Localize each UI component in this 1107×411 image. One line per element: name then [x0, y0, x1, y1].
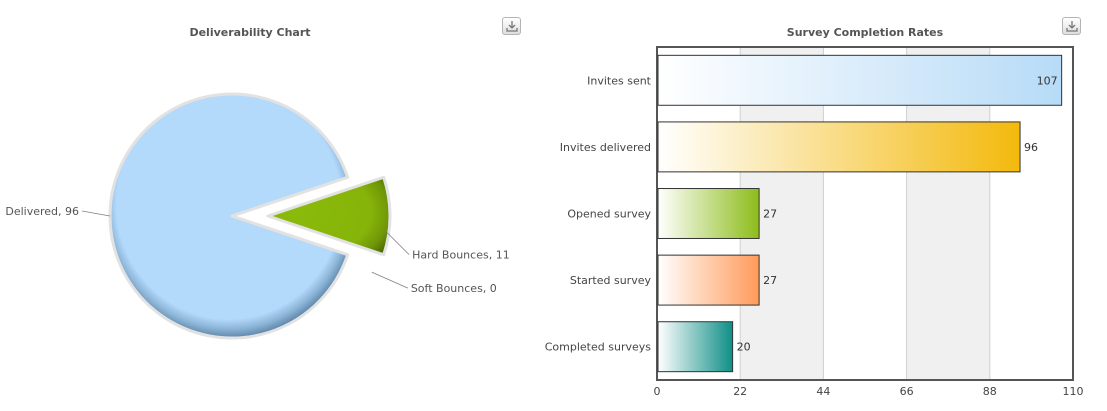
value-label: 107: [1037, 74, 1058, 87]
pie-label-connector: [81, 210, 111, 217]
survey-completion-chart-panel: Survey Completion Rates Invites sent Invi…: [530, 0, 1107, 411]
pie-slice-hard-bounces[interactable]: [266, 175, 392, 257]
value-label: 96: [1024, 141, 1038, 154]
category-label: Completed surveys: [545, 341, 652, 354]
pie-label-delivered: Delivered, 96: [5, 205, 79, 218]
bar-invites-delivered[interactable]: [657, 121, 1021, 173]
pie-chart: Delivered, 96 Hard Bounces, 11 Soft Bounce…: [5, 92, 510, 340]
bar-chart: Invites sent Invites delivered Opened surv…: [545, 46, 1084, 398]
value-label: 27: [763, 208, 777, 221]
bar-invites-sent[interactable]: [657, 54, 1063, 106]
plot-border: [656, 46, 1074, 381]
download-icon: [1066, 21, 1078, 32]
export-button[interactable]: [1062, 17, 1081, 35]
bar-opened-survey[interactable]: [657, 188, 760, 239]
bar-completed-surveys[interactable]: [657, 321, 734, 373]
category-label: Invites sent: [587, 74, 652, 87]
x-tick-label: 0: [654, 385, 661, 398]
value-label: 20: [737, 341, 751, 354]
x-tick-label: 44: [816, 385, 830, 398]
category-label: Opened survey: [567, 208, 651, 221]
pie-label-hard-bounces: Hard Bounces, 11: [412, 249, 510, 262]
category-label: Invites delivered: [560, 141, 651, 154]
pie-label-soft-bounces: Soft Bounces, 0: [411, 282, 497, 295]
export-button[interactable]: [502, 17, 521, 35]
download-icon: [506, 21, 518, 32]
deliverability-chart-title: Deliverability Chart: [189, 26, 311, 39]
pie-slice-delivered[interactable]: [108, 92, 350, 340]
x-tick-label: 110: [1063, 385, 1084, 398]
survey-completion-chart-title: Survey Completion Rates: [786, 26, 944, 39]
x-tick-label: 66: [900, 385, 914, 398]
x-tick-label: 22: [733, 385, 747, 398]
x-tick-label: 88: [983, 385, 997, 398]
bar-started-survey[interactable]: [657, 254, 760, 306]
pie-label-connector: [384, 230, 410, 255]
deliverability-chart-panel: Deliverability Chart Delivered, 96 Hard B…: [0, 0, 530, 411]
pie-label-connector: [371, 271, 408, 289]
category-label: Started survey: [570, 274, 652, 287]
value-label: 27: [763, 274, 777, 287]
